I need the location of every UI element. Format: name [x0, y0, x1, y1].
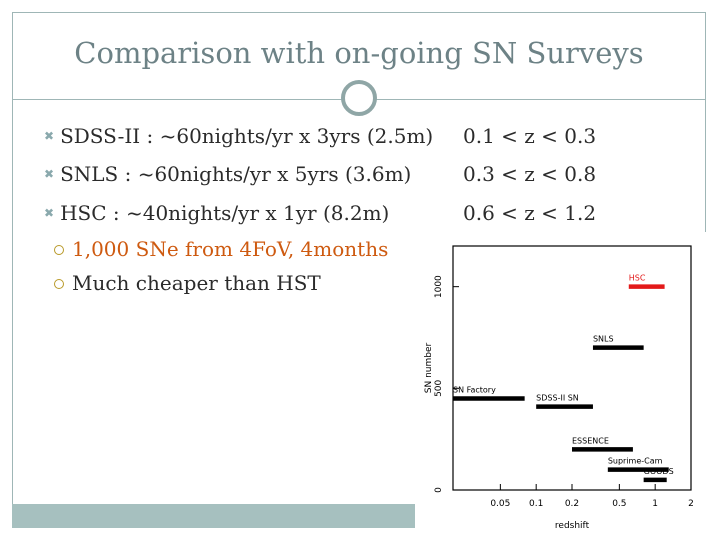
bullet-snls: ✖ SNLS : ~60nights/yr x 5yrs (3.6m) [44, 162, 411, 186]
bullet-text: SNLS : ~60nights/yr x 5yrs (3.6m) [60, 162, 412, 186]
y-tick-label: 1000 [434, 275, 444, 298]
x-tick-label: 0.05 [490, 499, 510, 509]
sub-bullet-ring-icon [54, 245, 64, 255]
sub-bullet-sne: 1,000 SNe from 4FoV, 4months [54, 237, 388, 261]
series-sn-factory-label: SN Factory [453, 386, 496, 395]
range-snls: 0.3 < z < 0.8 [463, 162, 597, 186]
series-essence-label: ESSENCE [572, 436, 609, 445]
y-tick-label: 500 [434, 379, 444, 396]
plot-frame [452, 245, 692, 491]
bullet-marker-icon: ✖ [44, 206, 55, 220]
sub-bullet-text: 1,000 SNe from 4FoV, 4months [72, 237, 389, 261]
bullet-text: HSC : ~40nights/yr x 1yr (8.2m) [60, 201, 390, 225]
bullet-hsc: ✖ HSC : ~40nights/yr x 1yr (8.2m) [44, 201, 389, 225]
range-hsc: 0.6 < z < 1.2 [463, 201, 597, 225]
series-hsc-label: HSC [629, 274, 646, 283]
series-snls-label: SNLS [593, 335, 614, 344]
sub-bullet-cost: Much cheaper than HST [54, 271, 321, 295]
slide-title: Comparison with on-going SN Surveys [74, 36, 644, 70]
bullet-sdss: ✖ SDSS-II : ~60nights/yr x 3yrs (2.5m) [44, 124, 433, 148]
series-goods-label: GOODS [644, 467, 674, 476]
redshift-chart: 0.05 0.1 0.2 0.5 1 2 0 500 1000 redshift SN number… [415, 232, 706, 540]
x-axis-label: redshift [555, 521, 590, 531]
series-suprime-cam-label: Suprime-Cam [608, 457, 663, 466]
x-tick-label: 1 [652, 499, 658, 509]
bullet-marker-icon: ✖ [44, 129, 55, 143]
x-tick-label: 0.5 [612, 499, 626, 509]
range-sdss: 0.1 < z < 0.3 [463, 124, 597, 148]
x-tick-label: 0.1 [529, 499, 543, 509]
x-tick-label: 0.2 [565, 499, 579, 509]
y-axis-label: SN number [424, 342, 434, 393]
sub-bullet-text: Much cheaper than HST [72, 271, 321, 295]
bullet-marker-icon: ✖ [44, 167, 55, 181]
x-tick-label: 2 [688, 499, 694, 509]
bullet-text: SDSS-II : ~60nights/yr x 3yrs (2.5m) [60, 124, 434, 148]
sub-bullet-ring-icon [54, 279, 64, 289]
y-tick-label: 0 [434, 487, 444, 493]
chart-svg: 0.05 0.1 0.2 0.5 1 2 0 500 1000 redshift SN number… [424, 245, 694, 531]
divider-circle-ornament [341, 80, 377, 116]
series-sdss-ii-sn-label: SDSS-II SN [536, 394, 579, 403]
